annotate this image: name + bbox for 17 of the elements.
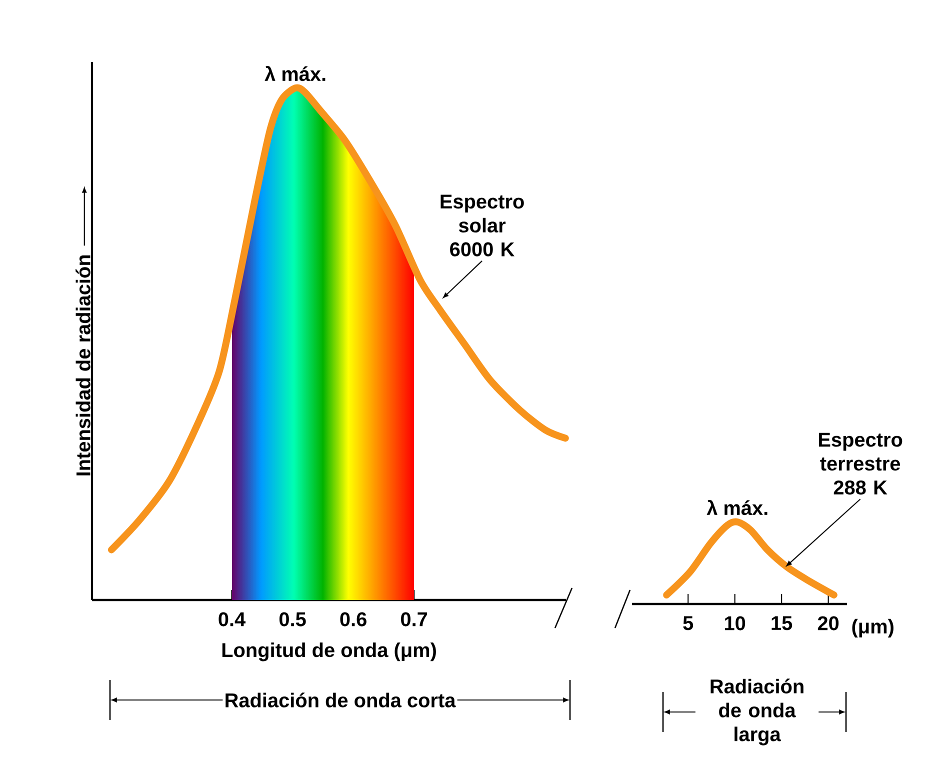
text: Radiación de onda corta bbox=[226, 692, 456, 708]
text: Radiación de onda larga bbox=[710, 678, 804, 746]
x-axis-title: (μm) bbox=[852, 618, 894, 638]
x-tick-label: 0.5 bbox=[279, 612, 306, 626]
annotation: λ máx. bbox=[706, 500, 768, 516]
x-tick-label: 0.4 bbox=[218, 612, 246, 626]
annotation: λ máx. bbox=[264, 66, 326, 82]
x-tick-label: 5 bbox=[683, 616, 694, 630]
x-tick-label: 10 bbox=[725, 616, 746, 630]
x-tick-label: 15 bbox=[772, 616, 792, 630]
x-tick-label: 20 bbox=[818, 616, 839, 630]
x-axis-title: Longitud de onda (μm) bbox=[222, 642, 436, 662]
x-tick-label: 0.6 bbox=[340, 612, 366, 626]
annotation: Espectro solar 6000 K bbox=[440, 194, 524, 256]
x-tick-label: 0.7 bbox=[401, 612, 428, 626]
y-axis-title: Intensidad de radiación bbox=[76, 255, 90, 476]
annotation: Espectro terrestre 288 K bbox=[819, 432, 902, 495]
